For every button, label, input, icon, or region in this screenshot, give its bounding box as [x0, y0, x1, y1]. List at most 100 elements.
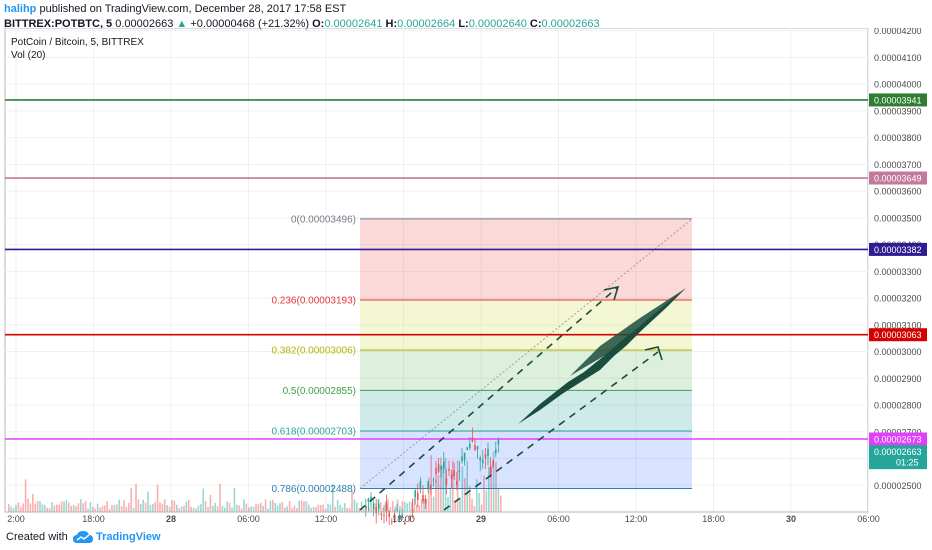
created-with-text: Created with [6, 531, 68, 543]
volume-bar [221, 505, 224, 512]
volume-bar [392, 501, 394, 512]
volume-bar [444, 458, 447, 512]
volume-bar [238, 505, 240, 512]
last-price-tag-bg [869, 445, 927, 470]
candle-body [476, 446, 479, 450]
volume-bar [166, 505, 168, 512]
volume-bar [380, 502, 382, 512]
forecast-arrow-brush-2[interactable] [570, 288, 686, 376]
x-tick-label: 18:00 [392, 514, 415, 524]
volume-bar [96, 503, 99, 512]
volume-bar [488, 466, 490, 512]
volume-bar [461, 466, 464, 512]
volume-bar [236, 504, 238, 512]
volume-bar [140, 504, 142, 512]
volume-bar [264, 499, 267, 512]
y-tick-label: 0.00002800 [874, 401, 922, 411]
volume-bar [447, 496, 449, 512]
candle-body [378, 503, 380, 509]
volume-bar [262, 505, 264, 512]
price-chart[interactable]: 0(0.00003496) 0.236(0.00003193) 0.382(0.00… [0, 28, 932, 525]
x-tick-label: 30 [786, 514, 796, 524]
volume-bar [200, 504, 202, 512]
volume-bar [46, 507, 48, 512]
volume-bar [454, 500, 456, 512]
fib-level-label: 0.786(0.00002488) [271, 484, 356, 495]
volume-bar [51, 502, 53, 512]
fib-zone [360, 349, 692, 391]
volume-bar [485, 490, 488, 512]
fib-trend-line [359, 218, 693, 489]
volume-bar [416, 504, 418, 512]
horizontal-levels[interactable] [5, 99, 868, 440]
last-price-tag-label: 0.00002663 [874, 447, 922, 457]
volume-bar [120, 506, 123, 512]
y-tick-label: 0.00003800 [874, 133, 922, 143]
volume-bar [370, 507, 372, 512]
volume-bar [99, 507, 101, 512]
x-tick-label: 06:00 [547, 514, 570, 524]
volume-bar [156, 484, 159, 512]
volume-bar [348, 508, 351, 512]
trend-drawings[interactable] [359, 285, 686, 511]
candle-body [396, 508, 398, 510]
volume-bar [233, 487, 236, 512]
candle-body [450, 474, 453, 479]
volume-bar [164, 499, 166, 512]
volume-bar [248, 507, 250, 512]
price-tag-label: 0.00003649 [874, 174, 922, 184]
candle-body [458, 470, 461, 472]
y-tick-label: 0.00003100 [874, 320, 922, 330]
volume-bar [123, 500, 125, 512]
volume-bar [178, 508, 180, 512]
candle-body [495, 449, 497, 454]
volume-bar [190, 506, 192, 512]
volume-bar [70, 505, 72, 512]
legend-volume: Vol (20) [11, 50, 45, 61]
volume-bar [56, 504, 58, 512]
price-tags: 0.00003941 0.00003649 0.00003382 0.00003063… [869, 93, 927, 470]
low-value: 0.00002640 [468, 18, 527, 30]
volume-bar [94, 508, 96, 512]
ohlc-line: BITTREX:POTBTC, 5 0.00002663 ▲ +0.000004… [4, 17, 904, 32]
volume-bar [413, 497, 416, 512]
y-tick-label: 0.00002500 [874, 481, 922, 491]
candle-body [365, 506, 367, 509]
volume-bar [29, 503, 32, 512]
bar-countdown-label: 01:25 [896, 458, 919, 468]
volume-bar [317, 504, 320, 512]
time-axis[interactable]: 2:00 18:00 28 06:00 12:00 18:00 29 06:00 12:00 18… [5, 511, 880, 524]
candle-body [471, 437, 474, 442]
volume-bar [108, 508, 111, 512]
fib-zone [360, 390, 692, 431]
volume-bar [243, 499, 245, 512]
volume-bar [144, 502, 147, 512]
tradingview-brand[interactable]: TradingView [96, 531, 161, 543]
candle-body [411, 509, 414, 514]
volume-bar [389, 507, 392, 512]
channel-upper-line[interactable] [359, 286, 619, 511]
channel-lower-line[interactable] [443, 351, 659, 511]
candle-body [435, 467, 437, 475]
candle-body [461, 456, 463, 462]
volume-bar [399, 505, 401, 512]
footer-bar: Created with TradingView [0, 525, 932, 550]
candle-body [489, 467, 492, 475]
volume-bar [452, 460, 454, 512]
volume-bar [168, 506, 171, 512]
volume-bar [384, 501, 387, 512]
volume-bar [476, 479, 478, 512]
volume-bar [58, 504, 60, 512]
volume-bar [298, 500, 300, 512]
volume-bar [192, 507, 195, 512]
price-tag-label: 0.00003063 [874, 330, 922, 340]
price-tag-label: 0.00003941 [874, 95, 922, 105]
forecast-arrow-brush[interactable] [518, 288, 686, 424]
volume-bar [116, 504, 118, 512]
candle-body [401, 514, 403, 518]
author-name[interactable]: halihp [4, 3, 37, 15]
volume-bar [296, 507, 298, 512]
volume-bar [344, 503, 346, 512]
price-tag-bg [869, 171, 927, 185]
fibonacci-retracement[interactable]: 0(0.00003496) 0.236(0.00003193) 0.382(0.00… [271, 214, 693, 495]
